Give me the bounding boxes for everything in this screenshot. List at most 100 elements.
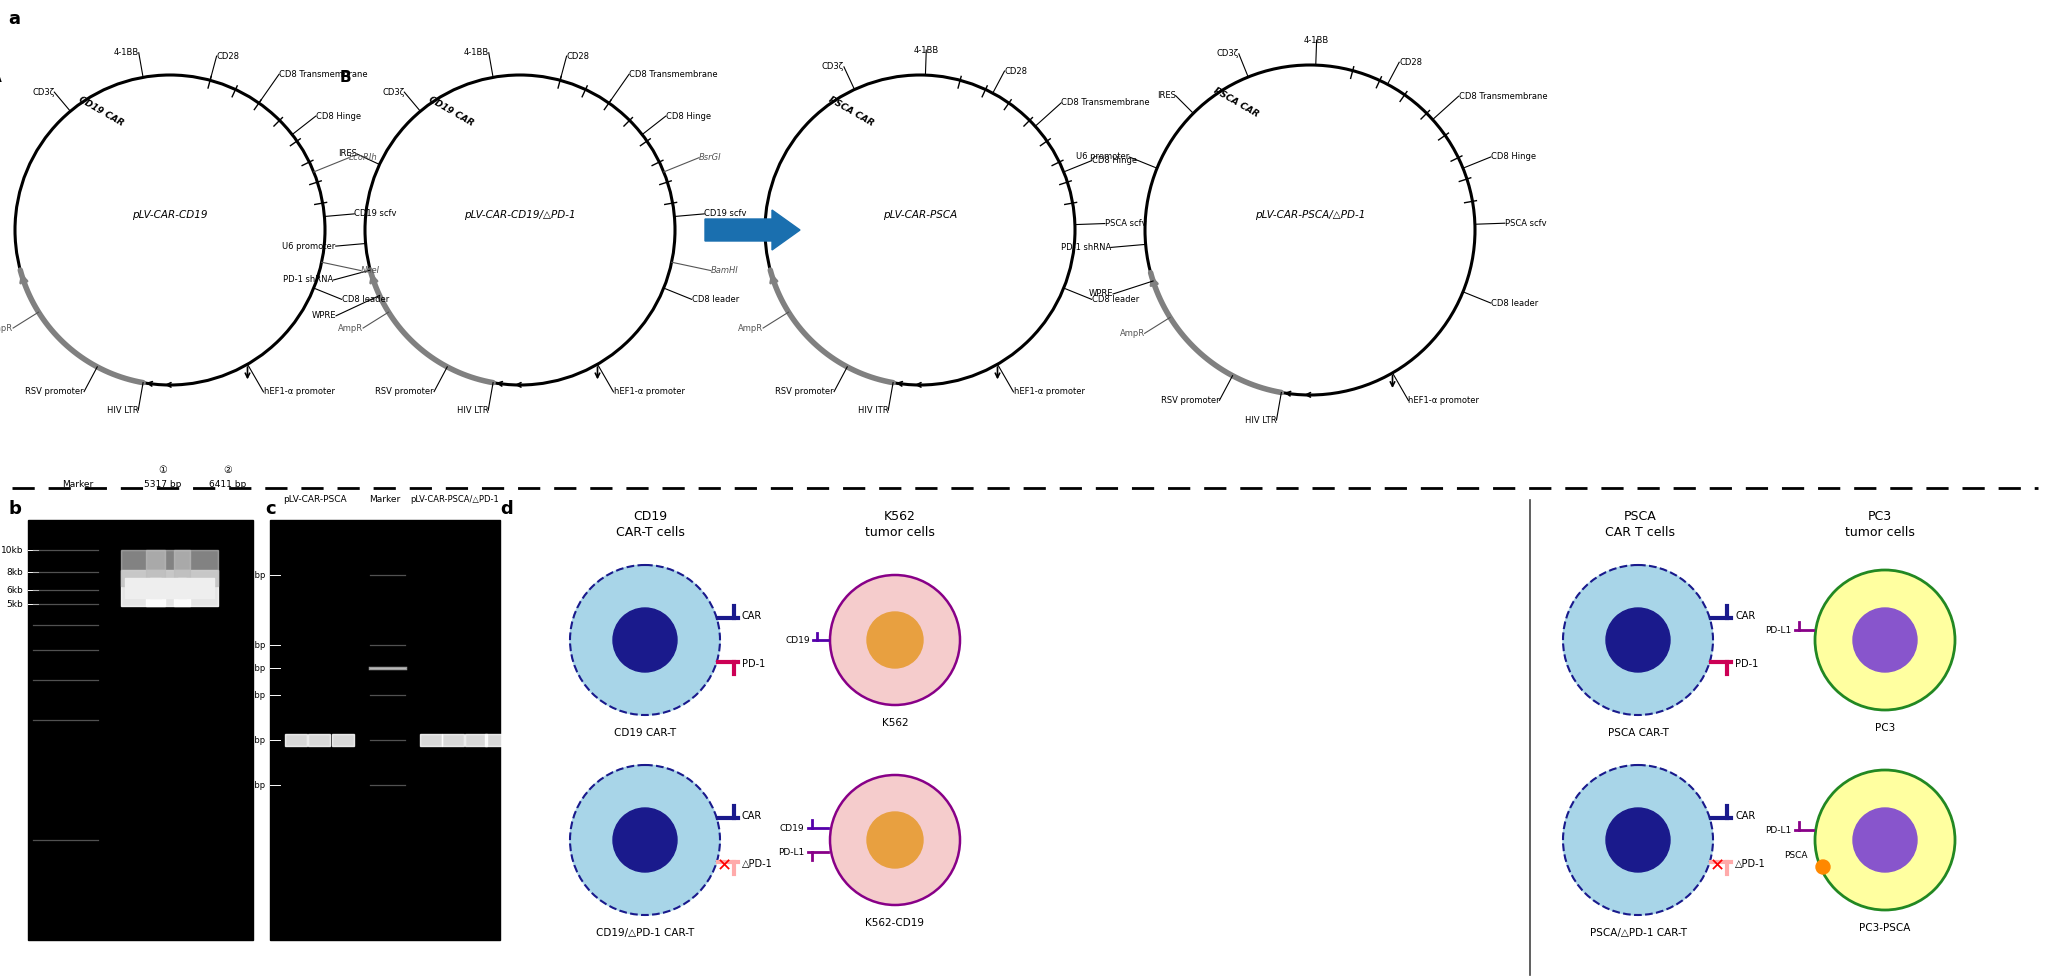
Text: b: b	[8, 500, 20, 518]
Bar	[442, 734, 465, 746]
Circle shape	[1606, 608, 1669, 672]
Text: 5317 bp: 5317 bp	[143, 480, 182, 489]
Text: CD8 Transmembrane: CD8 Transmembrane	[1458, 92, 1546, 101]
Text: PSCA scfv: PSCA scfv	[1104, 220, 1147, 228]
Text: 250 bp: 250 bp	[236, 736, 264, 745]
Text: U6 promoter: U6 promoter	[283, 242, 336, 251]
Text: PSCA CAR: PSCA CAR	[1212, 86, 1262, 120]
Text: Marker: Marker	[369, 495, 401, 504]
Bar	[465, 734, 487, 746]
Text: PSCA CAR: PSCA CAR	[827, 95, 877, 127]
Text: HIV LTR: HIV LTR	[106, 406, 137, 415]
Text: CD8 Transmembrane: CD8 Transmembrane	[279, 70, 367, 78]
Text: CD8 leader: CD8 leader	[1092, 295, 1139, 304]
Text: pLV-CAR-PSCA: pLV-CAR-PSCA	[883, 210, 956, 220]
Text: PD-L1: PD-L1	[1765, 825, 1792, 835]
Text: CD8 Hinge: CD8 Hinge	[666, 112, 711, 121]
Text: K562: K562	[883, 718, 909, 728]
Text: hEF1-α promoter: hEF1-α promoter	[1014, 387, 1085, 397]
Text: CD3ζ: CD3ζ	[33, 87, 55, 97]
Text: AmpR: AmpR	[737, 323, 764, 332]
Text: ①: ①	[158, 465, 168, 475]
Text: CAR: CAR	[1735, 611, 1755, 621]
Circle shape	[829, 575, 961, 705]
Text: BamHI: BamHI	[711, 266, 739, 275]
Bar	[174, 550, 217, 586]
Text: CD8 leader: CD8 leader	[1491, 299, 1538, 308]
Text: AmpR: AmpR	[1120, 329, 1145, 338]
Circle shape	[569, 565, 721, 715]
Text: CD3ζ: CD3ζ	[383, 87, 403, 97]
Text: CD3ζ: CD3ζ	[821, 63, 844, 72]
Circle shape	[1815, 570, 1956, 710]
Circle shape	[1563, 765, 1712, 915]
Text: hEF1-α promoter: hEF1-α promoter	[614, 387, 684, 397]
Text: WPRE: WPRE	[311, 312, 336, 320]
Text: 750 bp: 750 bp	[236, 663, 264, 672]
Text: PD-1: PD-1	[1735, 659, 1759, 669]
Text: CD19 scfv: CD19 scfv	[354, 210, 397, 219]
Bar	[307, 734, 330, 746]
Text: 2000 bp: 2000 bp	[231, 570, 264, 579]
Text: PSCA scfv: PSCA scfv	[1505, 219, 1546, 227]
Text: K562
tumor cells: K562 tumor cells	[864, 510, 936, 539]
Text: CD28: CD28	[1399, 58, 1421, 67]
Bar	[332, 734, 354, 746]
Text: CAR: CAR	[1735, 811, 1755, 821]
Text: RSV promoter: RSV promoter	[25, 387, 84, 396]
Text: 6kb: 6kb	[6, 585, 23, 595]
Text: IRES: IRES	[338, 149, 356, 159]
Text: hEF1-α promoter: hEF1-α promoter	[264, 387, 334, 397]
Text: NheI: NheI	[360, 266, 379, 275]
Text: AmpR: AmpR	[338, 323, 362, 332]
Circle shape	[1853, 608, 1917, 672]
Text: CD28: CD28	[567, 52, 590, 61]
Text: PSCA: PSCA	[1784, 851, 1808, 859]
Circle shape	[612, 808, 678, 872]
Text: CD8 Hinge: CD8 Hinge	[315, 112, 360, 121]
Text: U6 promoter: U6 promoter	[1075, 153, 1128, 162]
Text: EcoRIh: EcoRIh	[348, 153, 377, 163]
Bar	[270, 520, 500, 940]
Text: PC3
tumor cells: PC3 tumor cells	[1845, 510, 1915, 539]
Bar	[29, 520, 254, 940]
Text: CD19 CAR: CD19 CAR	[78, 95, 125, 127]
Text: c: c	[264, 500, 276, 518]
Circle shape	[1815, 770, 1956, 910]
Text: pLV-CAR-CD19/△PD-1: pLV-CAR-CD19/△PD-1	[465, 210, 575, 220]
Text: PSCA CAR-T: PSCA CAR-T	[1608, 728, 1669, 738]
Text: CD19 CAR: CD19 CAR	[428, 95, 475, 127]
Text: IRES: IRES	[1157, 91, 1176, 100]
Text: 10kb: 10kb	[0, 546, 23, 555]
Text: CD19: CD19	[780, 823, 805, 832]
Text: PD-L1: PD-L1	[1765, 625, 1792, 634]
Circle shape	[1606, 808, 1669, 872]
Text: ✕: ✕	[717, 857, 731, 875]
Bar	[145, 570, 190, 606]
Text: △PD-1: △PD-1	[741, 859, 772, 869]
Text: HIV LTR: HIV LTR	[1245, 416, 1276, 424]
Text: pLV-CAR-PSCA: pLV-CAR-PSCA	[283, 495, 346, 504]
Circle shape	[866, 812, 924, 868]
Text: 100 bp: 100 bp	[236, 780, 264, 790]
Text: CD8 Transmembrane: CD8 Transmembrane	[1061, 98, 1149, 108]
Text: hEF1-α promoter: hEF1-α promoter	[1409, 396, 1479, 405]
Circle shape	[1817, 860, 1831, 874]
Text: RSV promoter: RSV promoter	[776, 387, 834, 396]
Text: Marker: Marker	[61, 480, 94, 489]
Text: pLV-CAR-PSCA/△PD-1: pLV-CAR-PSCA/△PD-1	[1255, 210, 1366, 220]
Text: CD8 Hinge: CD8 Hinge	[1092, 156, 1137, 166]
Text: RSV promoter: RSV promoter	[1161, 396, 1219, 405]
Text: PC3: PC3	[1874, 723, 1894, 733]
Text: CD19: CD19	[784, 635, 811, 645]
Text: CD3ζ: CD3ζ	[1217, 49, 1239, 59]
Text: PD-1 shRNA: PD-1 shRNA	[1061, 243, 1110, 252]
Text: CAR: CAR	[741, 611, 762, 621]
Text: K562-CD19: K562-CD19	[866, 918, 924, 928]
Text: WPRE: WPRE	[1090, 289, 1114, 299]
Circle shape	[1853, 808, 1917, 872]
Text: PSCA
CAR T cells: PSCA CAR T cells	[1606, 510, 1675, 539]
Text: 4-1BB: 4-1BB	[113, 48, 139, 57]
Text: CD19 scfv: CD19 scfv	[705, 210, 748, 219]
Text: 4-1BB: 4-1BB	[913, 46, 938, 55]
